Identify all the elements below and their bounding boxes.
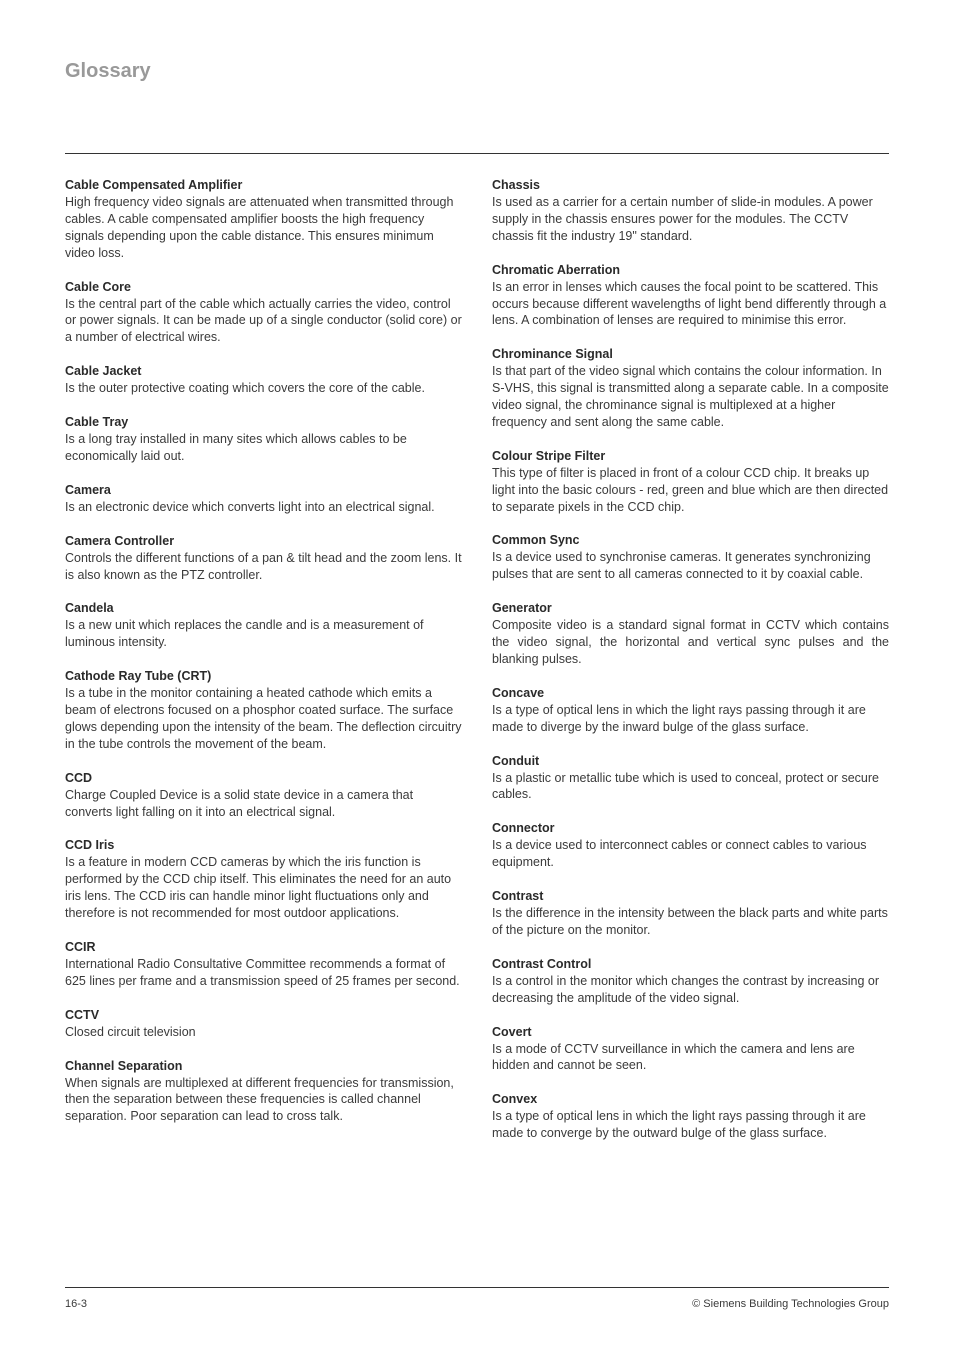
glossary-term: Camera Controller: [65, 534, 462, 548]
glossary-term: CCD: [65, 771, 462, 785]
glossary-definition: Is a device used to synchronise cameras.…: [492, 549, 889, 583]
glossary-entry: Chrominance Signal Is that part of the vi…: [492, 347, 889, 431]
divider-top: [65, 153, 889, 154]
glossary-definition: Is used as a carrier for a certain numbe…: [492, 194, 889, 245]
glossary-definition: Is a type of optical lens in which the l…: [492, 1108, 889, 1142]
glossary-definition: Is a new unit which replaces the candle …: [65, 617, 462, 651]
glossary-term: Generator: [492, 601, 889, 615]
glossary-definition: Is a mode of CCTV surveillance in which …: [492, 1041, 889, 1075]
glossary-term: CCD Iris: [65, 838, 462, 852]
glossary-entry: Chassis Is used as a carrier for a certai…: [492, 178, 889, 245]
glossary-entry: Common Sync Is a device used to synchroni…: [492, 533, 889, 583]
glossary-entry: Cable Compensated Amplifier High frequenc…: [65, 178, 462, 262]
glossary-entry: Cathode Ray Tube (CRT) Is a tube in the m…: [65, 669, 462, 753]
column-right: Chassis Is used as a carrier for a certai…: [492, 178, 889, 1160]
glossary-term: Cable Jacket: [65, 364, 462, 378]
glossary-definition: This type of filter is placed in front o…: [492, 465, 889, 516]
glossary-entry: Covert Is a mode of CCTV surveillance in …: [492, 1025, 889, 1075]
glossary-term: Covert: [492, 1025, 889, 1039]
glossary-term: Colour Stripe Filter: [492, 449, 889, 463]
glossary-term: Cable Tray: [65, 415, 462, 429]
glossary-entry: Channel Separation When signals are multi…: [65, 1059, 462, 1126]
glossary-term: Camera: [65, 483, 462, 497]
glossary-entry: Cable Core Is the central part of the cab…: [65, 280, 462, 347]
glossary-entry: Cable Jacket Is the outer protective coat…: [65, 364, 462, 397]
glossary-definition: Composite video is a standard signal for…: [492, 617, 889, 668]
glossary-definition: Is a plastic or metallic tube which is u…: [492, 770, 889, 804]
glossary-entry: Chromatic Aberration Is an error in lense…: [492, 263, 889, 330]
glossary-definition: Is a tube in the monitor containing a he…: [65, 685, 462, 753]
glossary-entry: Conduit Is a plastic or metallic tube whi…: [492, 754, 889, 804]
glossary-entry: Generator Composite video is a standard s…: [492, 601, 889, 668]
glossary-definition: Is a type of optical lens in which the l…: [492, 702, 889, 736]
glossary-term: Contrast Control: [492, 957, 889, 971]
glossary-entry: CCIR International Radio Consultative Com…: [65, 940, 462, 990]
page-title: Glossary: [65, 60, 889, 83]
glossary-term: Cathode Ray Tube (CRT): [65, 669, 462, 683]
footer-copyright: © Siemens Building Technologies Group: [692, 1298, 889, 1310]
glossary-definition: Is an error in lenses which causes the f…: [492, 279, 889, 330]
glossary-entry: CCD Charge Coupled Device is a solid stat…: [65, 771, 462, 821]
glossary-term: Channel Separation: [65, 1059, 462, 1073]
glossary-entry: Contrast Is the difference in the intensi…: [492, 889, 889, 939]
glossary-term: Chassis: [492, 178, 889, 192]
glossary-definition: International Radio Consultative Committ…: [65, 956, 462, 990]
glossary-definition: Is the outer protective coating which co…: [65, 380, 462, 397]
glossary-definition: Is a feature in modern CCD cameras by wh…: [65, 854, 462, 922]
glossary-entry: Cable Tray Is a long tray installed in ma…: [65, 415, 462, 465]
glossary-entry: Concave Is a type of optical lens in whic…: [492, 686, 889, 736]
glossary-term: Connector: [492, 821, 889, 835]
glossary-term: Contrast: [492, 889, 889, 903]
column-left: Cable Compensated Amplifier High frequenc…: [65, 178, 462, 1160]
glossary-definition: Is the difference in the intensity betwe…: [492, 905, 889, 939]
glossary-term: Cable Compensated Amplifier: [65, 178, 462, 192]
glossary-definition: When signals are multiplexed at differen…: [65, 1075, 462, 1126]
glossary-term: Chromatic Aberration: [492, 263, 889, 277]
glossary-term: Common Sync: [492, 533, 889, 547]
glossary-definition: Is that part of the video signal which c…: [492, 363, 889, 431]
glossary-entry: CCD Iris Is a feature in modern CCD camer…: [65, 838, 462, 922]
glossary-entry: Camera Controller Controls the different …: [65, 534, 462, 584]
glossary-definition: Controls the different functions of a pa…: [65, 550, 462, 584]
glossary-definition: High frequency video signals are attenua…: [65, 194, 462, 262]
glossary-entry: Connector Is a device used to interconnec…: [492, 821, 889, 871]
footer-page-number: 16-3: [65, 1298, 87, 1310]
page-footer: 16-3 © Siemens Building Technologies Gro…: [65, 1287, 889, 1310]
glossary-entry: Camera Is an electronic device which conv…: [65, 483, 462, 516]
glossary-definition: Is a control in the monitor which change…: [492, 973, 889, 1007]
glossary-term: Candela: [65, 601, 462, 615]
glossary-term: Chrominance Signal: [492, 347, 889, 361]
glossary-term: Cable Core: [65, 280, 462, 294]
glossary-term: CCIR: [65, 940, 462, 954]
glossary-definition: Is an electronic device which converts l…: [65, 499, 462, 516]
glossary-definition: Is the central part of the cable which a…: [65, 296, 462, 347]
glossary-definition: Charge Coupled Device is a solid state d…: [65, 787, 462, 821]
content-columns: Cable Compensated Amplifier High frequenc…: [65, 178, 889, 1160]
glossary-entry: Candela Is a new unit which replaces the …: [65, 601, 462, 651]
glossary-definition: Is a device used to interconnect cables …: [492, 837, 889, 871]
glossary-term: CCTV: [65, 1008, 462, 1022]
glossary-term: Convex: [492, 1092, 889, 1106]
divider-bottom: [65, 1287, 889, 1288]
glossary-entry: Convex Is a type of optical lens in which…: [492, 1092, 889, 1142]
glossary-entry: CCTV Closed circuit television: [65, 1008, 462, 1041]
glossary-definition: Closed circuit television: [65, 1024, 462, 1041]
glossary-term: Conduit: [492, 754, 889, 768]
glossary-entry: Contrast Control Is a control in the moni…: [492, 957, 889, 1007]
glossary-entry: Colour Stripe Filter This type of filter …: [492, 449, 889, 516]
glossary-definition: Is a long tray installed in many sites w…: [65, 431, 462, 465]
glossary-term: Concave: [492, 686, 889, 700]
